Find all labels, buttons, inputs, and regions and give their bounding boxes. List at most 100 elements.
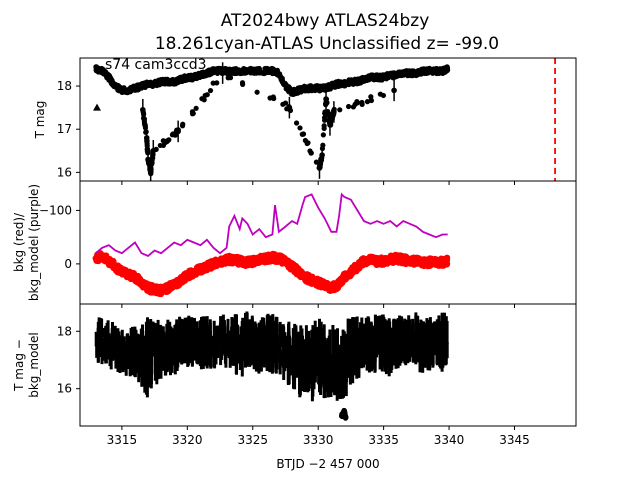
data-point <box>377 91 383 97</box>
data-point <box>359 101 365 107</box>
axes-frame <box>79 303 577 427</box>
series-0 <box>94 311 449 402</box>
data-point <box>207 87 214 94</box>
data-point <box>286 85 292 91</box>
data-point <box>307 148 313 154</box>
chart-title-line1: AT2024bwy ATLAS24bzy <box>221 11 430 31</box>
data-point <box>362 257 369 265</box>
data-point <box>210 80 216 86</box>
data-point <box>145 281 152 288</box>
data-point <box>440 256 447 264</box>
data-point <box>321 125 327 132</box>
data-point <box>126 88 132 94</box>
data-point <box>342 414 349 421</box>
data-point <box>178 276 185 284</box>
panel-annotation: s74 cam3ccd3 <box>105 57 207 73</box>
y-tick-label: 18 <box>57 79 72 93</box>
y-tick-label: 16 <box>57 165 72 179</box>
data-point <box>140 278 147 286</box>
chart-title-line2: 18.261cyan-ATLAS Unclassified z= -99.0 <box>155 34 499 54</box>
data-point <box>112 264 120 271</box>
data-point <box>139 84 145 90</box>
data-point <box>263 65 269 72</box>
panel-top: 16 17 18 T mag <box>33 57 577 185</box>
x-axis-label: BTJD −2 457 000 <box>276 457 379 471</box>
data-point <box>206 67 212 73</box>
data-point <box>140 284 147 291</box>
data-point <box>151 287 159 295</box>
data-point <box>256 254 264 261</box>
data-point <box>329 282 337 290</box>
data-point <box>443 64 449 71</box>
data-point <box>106 73 112 79</box>
data-point <box>190 110 196 116</box>
data-point <box>119 86 125 93</box>
x-tick-label: 3315 <box>107 433 138 447</box>
data-point <box>147 80 154 86</box>
series-2 <box>93 103 102 111</box>
y-tick-label: −100 <box>39 203 72 217</box>
data-point <box>341 271 348 278</box>
data-point <box>410 72 416 78</box>
data-point <box>443 260 451 268</box>
data-point <box>369 73 375 79</box>
data-point <box>337 107 343 113</box>
data-point <box>341 78 347 85</box>
data-point <box>441 69 447 75</box>
data-point <box>100 257 108 264</box>
plot-area <box>93 58 556 181</box>
data-point <box>364 99 371 105</box>
data-point <box>263 256 271 264</box>
data-point <box>227 75 234 81</box>
series-1 <box>338 407 349 421</box>
data-point <box>141 120 148 127</box>
data-point <box>433 65 439 72</box>
y-tick-label: 16 <box>57 382 72 396</box>
y-axis-label: T mag − <box>12 339 26 392</box>
data-point <box>323 84 329 90</box>
x-tick-label: 3320 <box>172 433 203 447</box>
data-point <box>192 71 198 77</box>
panel-bottom: 3315 3320 3325 3330 3335 3340 3345 16 18 T mag − b… <box>12 303 577 447</box>
data-point <box>254 89 260 95</box>
data-point <box>141 111 147 118</box>
data-point <box>240 81 246 87</box>
data-point <box>350 104 356 110</box>
data-point <box>317 277 324 285</box>
x-tick-label: 3330 <box>303 433 334 447</box>
data-point <box>179 78 185 84</box>
data-point <box>280 101 286 107</box>
series-1 <box>140 62 397 181</box>
data-point <box>363 77 369 83</box>
data-point <box>107 77 113 83</box>
y-axis-label: bkg_model (purple) <box>27 184 41 301</box>
data-point <box>388 73 394 79</box>
series-1 <box>95 192 448 257</box>
data-point <box>135 82 141 88</box>
data-point <box>368 97 374 104</box>
data-point <box>300 131 307 137</box>
data-point <box>349 267 356 274</box>
data-point <box>199 266 206 274</box>
data-point <box>354 99 360 105</box>
data-point <box>345 103 352 110</box>
data-point <box>317 88 323 94</box>
data-point <box>382 254 389 262</box>
data-point <box>350 79 356 86</box>
data-point <box>199 96 205 102</box>
data-point <box>279 78 285 84</box>
series-0 <box>92 250 451 298</box>
data-point <box>202 92 208 99</box>
data-point <box>160 77 166 83</box>
data-point <box>303 88 309 94</box>
data-point <box>171 80 178 86</box>
data-point <box>95 65 101 71</box>
data-point <box>231 66 237 72</box>
data-point <box>335 81 341 87</box>
data-point <box>426 259 434 267</box>
data-point <box>296 89 302 95</box>
data-point <box>270 94 276 100</box>
panel-middle: 0 −100 bkg (red)/bkg_model (purple) <box>12 180 577 308</box>
x-tick-label: 3325 <box>237 433 268 447</box>
